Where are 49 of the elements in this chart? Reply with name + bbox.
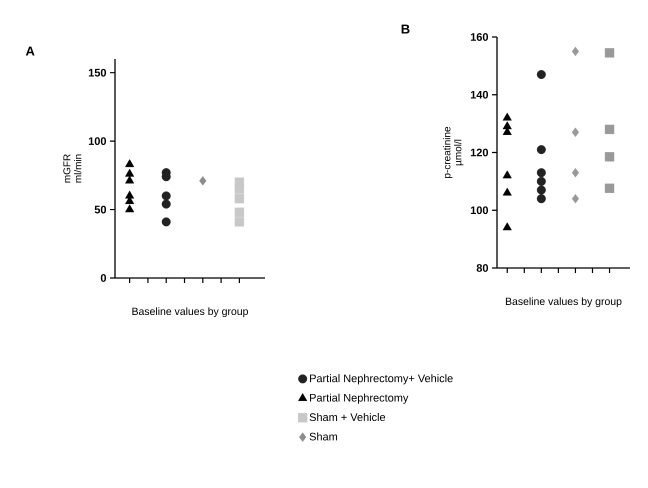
legend-label: Partial Nephrectomy+ Vehicle <box>310 374 453 384</box>
legend-label: Partial Nephrectomy <box>310 394 408 404</box>
point <box>125 204 134 212</box>
point <box>199 176 206 186</box>
point <box>502 170 512 178</box>
point <box>572 168 580 178</box>
point <box>125 168 134 177</box>
point <box>536 194 546 204</box>
y-tick-label: 160 <box>470 33 488 41</box>
y-tick-label: 120 <box>470 148 488 156</box>
legend-label: Sham <box>310 432 338 440</box>
point <box>234 217 244 227</box>
legend-label: Sham + Vehicle <box>310 413 386 422</box>
y-tick-label: 150 <box>88 68 106 77</box>
point <box>572 46 580 56</box>
point <box>502 112 512 121</box>
point <box>536 186 546 195</box>
y-tick-label: 100 <box>470 206 488 214</box>
point <box>536 168 546 178</box>
point <box>162 200 171 209</box>
point <box>234 194 244 204</box>
y-tick-label: 0 <box>100 274 106 282</box>
point <box>536 145 546 154</box>
y-axis-title: p-creatinine µmol/l <box>443 126 464 178</box>
point <box>604 124 614 134</box>
y-tick-label: 100 <box>88 137 106 146</box>
point <box>162 217 171 226</box>
x-axis-title: Baseline values by group <box>506 297 622 308</box>
y-tick-label: 50 <box>94 206 106 214</box>
point <box>502 188 512 196</box>
chart-title: A <box>26 46 35 56</box>
point <box>125 176 134 184</box>
point <box>234 208 244 217</box>
point <box>536 70 546 80</box>
point <box>604 48 614 58</box>
point <box>125 159 134 168</box>
point <box>572 194 580 204</box>
point <box>234 184 244 194</box>
point <box>536 176 546 186</box>
point <box>604 184 614 193</box>
chart-title: B <box>402 24 410 34</box>
point <box>572 128 580 137</box>
y-tick-label: 140 <box>470 90 488 99</box>
point <box>604 152 614 162</box>
point <box>162 191 171 200</box>
point <box>502 222 512 230</box>
y-axis-title: mGFR ml/min <box>63 154 82 183</box>
y-tick-label: 80 <box>476 264 488 272</box>
x-axis-title: Baseline values by group <box>132 307 248 318</box>
